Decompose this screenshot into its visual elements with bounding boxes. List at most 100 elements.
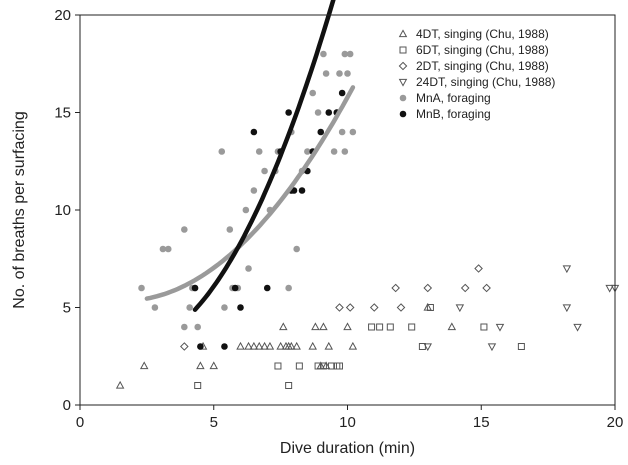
data-point — [495, 323, 505, 332]
legend-item: 4DT, singing (Chu, 1988) — [398, 27, 549, 41]
data-point — [186, 304, 193, 311]
fit-curve-0 — [144, 85, 356, 301]
data-point — [285, 284, 292, 292]
legend-item: 6DT, singing (Chu, 1988) — [399, 43, 549, 57]
legend-item: 24DT, singing (Chu, 1988) — [398, 75, 555, 89]
legend-item: MnB, foraging — [399, 107, 491, 121]
data-point — [349, 128, 357, 136]
legend-label: MnA, foraging — [416, 91, 491, 105]
data-point — [330, 148, 338, 155]
data-point — [605, 284, 614, 293]
data-point — [338, 89, 346, 97]
data-point — [562, 265, 572, 274]
data-point — [242, 206, 250, 214]
data-point — [244, 341, 253, 350]
data-point — [151, 304, 159, 311]
axes: 0 5 10 15 20 0 5 10 15 20 — [54, 7, 623, 431]
legend-marker — [399, 46, 407, 54]
data-point — [423, 343, 432, 352]
series-4 — [138, 50, 357, 331]
data-point — [295, 362, 303, 370]
data-point — [285, 109, 292, 116]
data-point — [261, 167, 268, 175]
data-point — [308, 341, 317, 350]
data-point — [236, 341, 245, 350]
legend-item: 2DT, singing (Chu, 1988) — [398, 59, 549, 73]
x-tick-label: 10 — [339, 414, 356, 431]
legend-item: MnA, foraging — [399, 91, 491, 105]
data-point — [311, 322, 320, 331]
data-point — [346, 50, 354, 58]
data-point — [314, 362, 322, 370]
data-point — [573, 323, 582, 332]
data-point — [320, 50, 327, 58]
data-point — [396, 303, 406, 312]
data-point — [455, 304, 465, 313]
data-point — [231, 284, 239, 292]
data-point — [562, 304, 572, 313]
data-point — [139, 361, 149, 370]
data-point — [474, 264, 483, 273]
data-point — [164, 245, 172, 253]
data-point — [197, 343, 204, 350]
data-point — [368, 323, 376, 331]
data-point — [408, 323, 416, 331]
series-2 — [180, 264, 491, 351]
data-point — [348, 341, 358, 350]
legend-label: MnB, foraging — [416, 107, 491, 121]
data-point — [263, 284, 271, 292]
y-tick-label: 5 — [63, 300, 71, 317]
legend-marker — [398, 61, 408, 71]
data-point — [274, 362, 282, 370]
data-point — [221, 304, 228, 311]
legend-label: 2DT, singing (Chu, 1988) — [416, 59, 549, 73]
data-point — [423, 283, 433, 293]
series-3 — [423, 265, 620, 352]
data-point — [284, 341, 293, 350]
data-point — [298, 187, 306, 194]
series-5 — [191, 89, 346, 350]
data-point — [260, 341, 269, 350]
data-point — [218, 148, 226, 155]
data-point — [250, 187, 258, 194]
data-point — [341, 50, 349, 58]
data-point — [181, 323, 188, 331]
data-point — [209, 361, 218, 370]
data-point — [250, 128, 258, 136]
data-point — [345, 303, 355, 312]
data-point — [237, 304, 244, 311]
plot-area — [115, 0, 620, 389]
x-tick-label: 5 — [210, 414, 218, 431]
data-point — [265, 341, 275, 350]
data-point — [245, 265, 252, 272]
data-point — [325, 109, 333, 116]
data-point — [343, 322, 352, 331]
legend-label: 4DT, singing (Chu, 1988) — [416, 27, 549, 41]
data-point — [324, 341, 334, 350]
legend-marker — [399, 94, 407, 102]
data-point — [460, 283, 470, 293]
legend-marker — [398, 78, 408, 87]
legend: 4DT, singing (Chu, 1988) 6DT, singing (Ch… — [398, 27, 555, 121]
legend-label: 6DT, singing (Chu, 1988) — [416, 43, 549, 57]
data-point — [292, 341, 301, 350]
data-point — [180, 342, 189, 351]
series-1 — [194, 304, 525, 389]
legend-marker — [399, 110, 407, 118]
data-point — [376, 323, 384, 331]
data-point — [285, 382, 293, 389]
data-point — [309, 89, 317, 97]
data-point — [191, 284, 199, 292]
data-point — [249, 341, 259, 350]
y-tick-label: 15 — [54, 105, 71, 122]
data-point — [319, 322, 328, 331]
data-point — [517, 343, 525, 350]
data-point — [279, 322, 288, 331]
y-tick-label: 20 — [54, 7, 71, 24]
data-point — [338, 128, 346, 136]
data-point — [487, 343, 497, 352]
data-point — [276, 341, 285, 350]
data-point — [426, 304, 434, 311]
data-point — [159, 245, 167, 253]
